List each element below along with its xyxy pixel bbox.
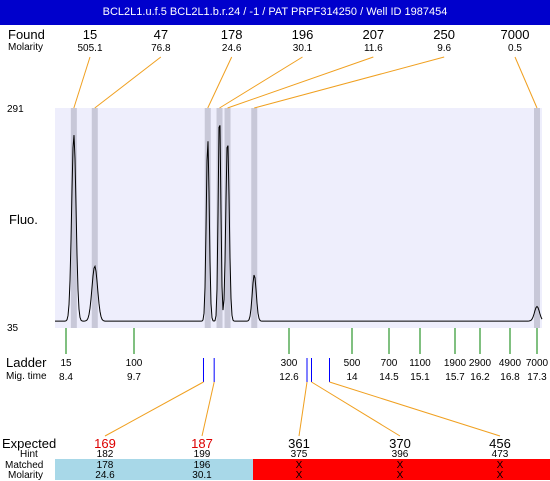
ladder-time: 12.6 xyxy=(279,372,299,383)
y-max-label: 291 xyxy=(7,104,24,115)
missing-band xyxy=(253,459,550,480)
expected-matched: X xyxy=(496,460,504,471)
found-link-line xyxy=(94,56,162,109)
ladder-size: 700 xyxy=(380,358,398,369)
ladder-size: 300 xyxy=(280,358,298,369)
ladder-size: 7000 xyxy=(525,358,549,369)
expected-matched: X xyxy=(295,460,303,471)
ladder-size: 500 xyxy=(343,358,361,369)
expected-molarity: X xyxy=(295,470,303,481)
expected-label: Expected xyxy=(2,436,57,451)
found-peak-band xyxy=(534,108,540,328)
expected-link-line xyxy=(298,381,308,437)
found-size: 250 xyxy=(433,27,456,42)
ladder-time: 14.5 xyxy=(379,372,399,383)
expected-molarity: X xyxy=(496,470,504,481)
found-molarity: 76.8 xyxy=(151,43,171,54)
found-molarity: 24.6 xyxy=(221,43,242,54)
found-link-line xyxy=(254,56,445,109)
plot-background xyxy=(55,108,542,328)
found-molarity: 11.6 xyxy=(363,43,383,54)
found-size: 196 xyxy=(291,27,314,42)
expected-hint: 375 xyxy=(290,449,308,460)
found-peak-band xyxy=(224,108,231,328)
ladder-size: 4900 xyxy=(498,358,522,369)
ladder-time: 14 xyxy=(346,372,358,383)
expected-hint: 199 xyxy=(193,449,211,460)
found-peak-band xyxy=(251,108,258,328)
fluo-label: Fluo. xyxy=(9,212,38,227)
expected-link-line xyxy=(104,381,204,437)
expected-matched: 196 xyxy=(193,460,211,471)
found-peak-band xyxy=(70,108,77,328)
found-link-line xyxy=(207,56,233,109)
ladder-size: 100 xyxy=(125,358,143,369)
y-min-label: 35 xyxy=(7,323,19,334)
expected-molarity: 24.6 xyxy=(95,470,115,481)
expected-size: 169 xyxy=(94,436,116,451)
fluorescence-trace xyxy=(55,125,543,322)
hint-label: Hint xyxy=(20,449,38,460)
found-size: 47 xyxy=(153,27,169,42)
window-title: BCL2L1.u.f.5 BCL2L1.b.r.24 / -1 / PAT PR… xyxy=(102,6,448,18)
ladder-size: 15 xyxy=(60,358,72,369)
found-peak-band xyxy=(204,108,211,328)
ladder-label: Ladder xyxy=(6,355,47,370)
expected-link-line xyxy=(311,381,401,437)
found-size: 15 xyxy=(82,27,98,42)
matched-label: Matched xyxy=(5,460,44,471)
expected-hint: 182 xyxy=(96,449,114,460)
matched-band xyxy=(55,459,253,480)
expected-size: 361 xyxy=(288,436,310,451)
status-band xyxy=(0,459,550,480)
found-link-line xyxy=(219,56,303,109)
expected-matched: 178 xyxy=(96,460,114,471)
ladder-time: 15.7 xyxy=(445,372,465,383)
found-size: 178 xyxy=(220,27,243,42)
found-peak-band xyxy=(216,108,223,328)
expected-molarity: X xyxy=(396,470,404,481)
expected-hint: 396 xyxy=(391,449,409,460)
expected-link-line xyxy=(201,381,215,437)
title-bar xyxy=(0,0,550,25)
expected-size: 456 xyxy=(489,436,511,451)
ladder-size: 1100 xyxy=(409,358,431,369)
mig-time-label: Mig. time xyxy=(6,371,47,382)
found-molarity: 505.1 xyxy=(77,43,103,54)
ladder-time: 16.8 xyxy=(500,372,520,383)
expected-link-line xyxy=(329,381,501,437)
expected-size: 187 xyxy=(191,436,213,451)
expected-hint: 473 xyxy=(491,449,509,460)
ladder-time: 9.7 xyxy=(127,372,141,383)
ladder-time: 16.2 xyxy=(470,372,490,383)
found-label: Found xyxy=(8,27,45,42)
found-molarity: 9.6 xyxy=(437,43,452,54)
expected-molarity: 30.1 xyxy=(192,470,212,481)
found-peak-band xyxy=(91,108,98,328)
ladder-time: 8.4 xyxy=(59,372,73,383)
ladder-size: 2900 xyxy=(468,358,492,369)
found-molarity: 30.1 xyxy=(292,43,313,54)
ladder-time: 17.3 xyxy=(527,372,547,383)
molarity-bottom-label: Molarity xyxy=(8,470,44,481)
found-molarity: 0.5 xyxy=(508,43,522,54)
found-link-line xyxy=(73,56,91,109)
ladder-size: 1900 xyxy=(443,358,467,369)
expected-matched: X xyxy=(396,460,404,471)
found-link-line xyxy=(514,56,538,109)
found-size: 7000 xyxy=(500,27,530,42)
molarity-label: Molarity xyxy=(8,42,44,53)
ladder-time: 15.1 xyxy=(410,372,430,383)
found-size: 207 xyxy=(362,27,385,42)
expected-size: 370 xyxy=(389,436,411,451)
found-link-line xyxy=(227,56,374,109)
